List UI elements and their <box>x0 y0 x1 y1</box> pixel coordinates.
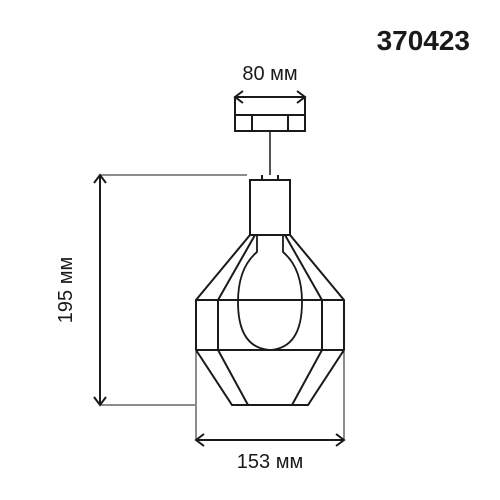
lamp-shade <box>196 235 344 405</box>
product-number: 370423 <box>377 25 470 57</box>
canopy-width-dimension <box>235 91 305 115</box>
lamp-socket <box>250 175 290 235</box>
canopy <box>235 115 305 131</box>
canopy-width-label: 80 мм <box>242 63 297 85</box>
bulb <box>238 235 302 350</box>
lamp-height-label: 195 мм <box>55 257 77 323</box>
lamp-width-dimension <box>196 350 344 446</box>
lamp-width-label: 153 мм <box>237 451 303 473</box>
technical-drawing: 80 мм <box>0 0 500 500</box>
